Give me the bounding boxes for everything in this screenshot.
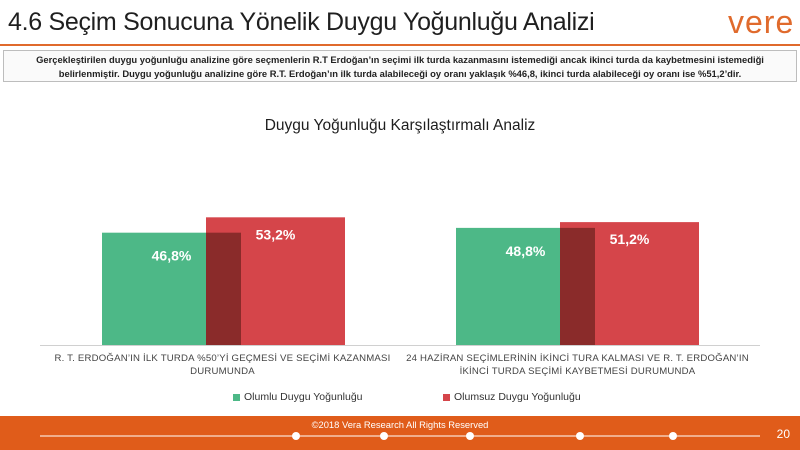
description-box: Gerçekleştirilen duygu yoğunluğu analizi… — [3, 50, 797, 82]
description-line-1: Gerçekleştirilen duygu yoğunluğu analizi… — [36, 54, 764, 65]
category-label-1-line-2: DURUMUNDA — [190, 366, 255, 377]
chart-legend: Olumlu Duygu Yoğunluğu Olumsuz Duygu Yoğ… — [0, 391, 800, 405]
chart-title: Duygu Yoğunluğu Karşılaştırmalı Analiz — [264, 117, 536, 134]
data-label-positive-2: 48,8% — [506, 243, 546, 259]
category-label-1: R. T. ERDOĞAN’IN İLK TURDA %50’Yİ GEÇMES… — [40, 352, 405, 378]
brand-logo: vere — [728, 4, 795, 40]
legend-swatch-negative — [443, 393, 450, 401]
footer-bar — [0, 416, 800, 450]
title-divider — [0, 44, 800, 46]
data-label-positive-1: 46,8% — [152, 248, 192, 264]
footer-timeline-dot-5 — [669, 432, 677, 440]
category-label-2-line-2: İKİNCİ TURDA SEÇİMİ KAYBETMESİ DURUMUNDA — [459, 366, 696, 377]
bar-overlap-1 — [206, 232, 241, 345]
category-label-2: 24 HAZİRAN SEÇİMLERİNİN İKİNCİ TURA KALM… — [395, 352, 760, 378]
copyright-text: ©2018 Vera Research All Rights Reserved — [311, 419, 489, 430]
category-label-1-line-1: R. T. ERDOĞAN’IN İLK TURDA %50’Yİ GEÇMES… — [54, 353, 391, 364]
legend-label-positive: Olumlu Duygu Yoğunluğu — [244, 391, 363, 403]
footer-timeline-dot-3 — [466, 432, 474, 440]
bar-chart: 46,8% 53,2% 48,8% 51,2% — [40, 217, 760, 346]
data-label-negative-1: 53,2% — [256, 226, 296, 242]
legend-item-negative: Olumsuz Duygu Yoğunluğu — [443, 391, 581, 403]
footer-timeline-dot-2 — [380, 432, 388, 440]
legend-label-negative: Olumsuz Duygu Yoğunluğu — [454, 391, 581, 403]
page-title: 4.6 Seçim Sonucuna Yönelik Duygu Yoğunlu… — [8, 8, 595, 36]
footer-timeline-dot-4 — [576, 432, 584, 440]
footer-timeline-dot-1 — [292, 432, 300, 440]
legend-swatch-positive — [233, 393, 240, 401]
data-label-negative-2: 51,2% — [610, 231, 650, 247]
bar-overlap-2 — [560, 227, 595, 345]
page-number: 20 — [776, 427, 790, 441]
category-label-2-line-1: 24 HAZİRAN SEÇİMLERİNİN İKİNCİ TURA KALM… — [406, 353, 749, 364]
description-line-2: belirlenmiştir. Duygu yoğunluğu analizin… — [58, 68, 742, 79]
legend-item-positive: Olumlu Duygu Yoğunluğu — [233, 391, 363, 403]
footer-timeline — [40, 432, 760, 440]
